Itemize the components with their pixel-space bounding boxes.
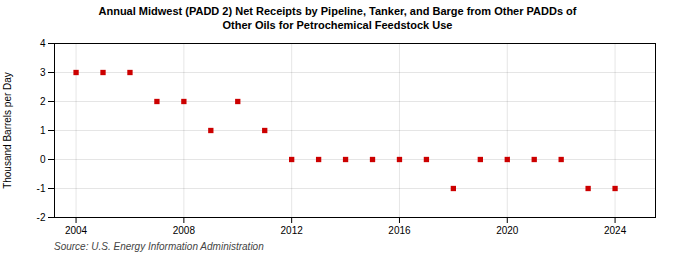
html-text:Annual Midwest (PADD 2) Net Re: Annual Midwest (PADD 2) Net Receipts by … [98,5,577,32]
svg-text:2012: 2012 [281,224,304,235]
svg-text:-1: -1 [37,182,46,193]
svg-text:2016: 2016 [388,224,411,235]
svg-text:2020: 2020 [496,224,519,235]
svg-text:-2: -2 [37,211,46,222]
svg-text:3: 3 [40,66,46,77]
svg-text:Thousand Barrels per Day: Thousand Barrels per Day [2,72,13,189]
svg-text:2008: 2008 [173,224,196,235]
svg-text:4: 4 [40,37,46,48]
html-text:Source: U.S. Energy Informatio: Source: U.S. Energy Information Administ… [54,240,264,252]
svg-text:2004: 2004 [65,224,88,235]
svg-text:0: 0 [40,153,46,164]
svg-text:2024: 2024 [604,224,627,235]
svg-text:2: 2 [40,95,46,106]
svg-text:1: 1 [40,124,46,135]
